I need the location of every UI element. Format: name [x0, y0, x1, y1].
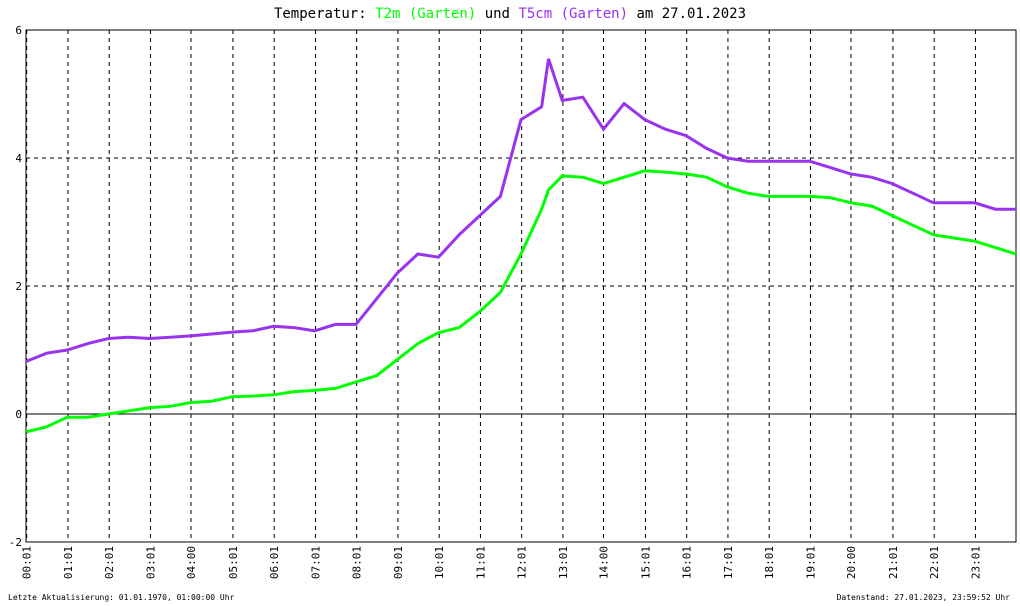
x-tick-label: 20:00 — [845, 546, 858, 579]
x-tick-label: 02:01 — [103, 546, 116, 579]
x-tick-label: 04:00 — [185, 546, 198, 579]
x-tick-label: 22:01 — [928, 546, 941, 579]
x-tick-label: 03:01 — [144, 546, 157, 579]
data-line — [25, 58, 1016, 363]
title-date: am 27.01.2023 — [636, 6, 746, 22]
title-prefix: Temperatur: — [274, 6, 367, 22]
x-tick-label: 06:01 — [268, 546, 281, 579]
x-tick-label: 01:01 — [62, 546, 75, 579]
x-tick-label: 07:01 — [309, 546, 322, 579]
y-tick-label: 2 — [15, 280, 22, 293]
y-tick-label: 4 — [15, 152, 22, 165]
x-tick-label: 13:01 — [557, 546, 570, 579]
legend-entry: T5cm (Garten) — [518, 6, 628, 22]
footer-right: Datenstand: 27.01.2023, 23:59:52 Uhr — [837, 593, 1011, 602]
title-join: und — [485, 6, 510, 22]
x-tick-label: 19:01 — [804, 546, 817, 579]
x-tick-label: 11:01 — [474, 546, 487, 579]
x-tick-label: 08:01 — [351, 546, 364, 579]
y-tick-label: 0 — [15, 408, 22, 421]
data-line — [25, 169, 1017, 434]
x-tick-label: 00:01 — [21, 546, 34, 579]
chart-title: Temperatur: T2m (Garten) und T5cm (Garte… — [274, 6, 746, 22]
x-tick-label: 16:01 — [681, 546, 694, 579]
x-tick-label: 05:01 — [227, 546, 240, 579]
x-tick-label: 18:01 — [763, 546, 776, 579]
x-tick-label: 12:01 — [516, 546, 529, 579]
x-tick-label: 10:01 — [433, 546, 446, 579]
x-tick-label: 09:01 — [392, 546, 405, 579]
x-tick-label: 14:00 — [598, 546, 611, 579]
y-tick-label: -2 — [9, 536, 22, 549]
x-tick-label: 15:01 — [639, 546, 652, 579]
legend-entry: T2m (Garten) — [375, 6, 476, 22]
footer-left: Letzte Aktualisierung: 01.01.1970, 01:00… — [8, 593, 235, 602]
x-tick-label: 23:01 — [969, 546, 982, 579]
y-tick-label: 6 — [15, 24, 22, 37]
x-tick-label: 17:01 — [722, 546, 735, 579]
x-tick-label: 21:01 — [887, 546, 900, 579]
